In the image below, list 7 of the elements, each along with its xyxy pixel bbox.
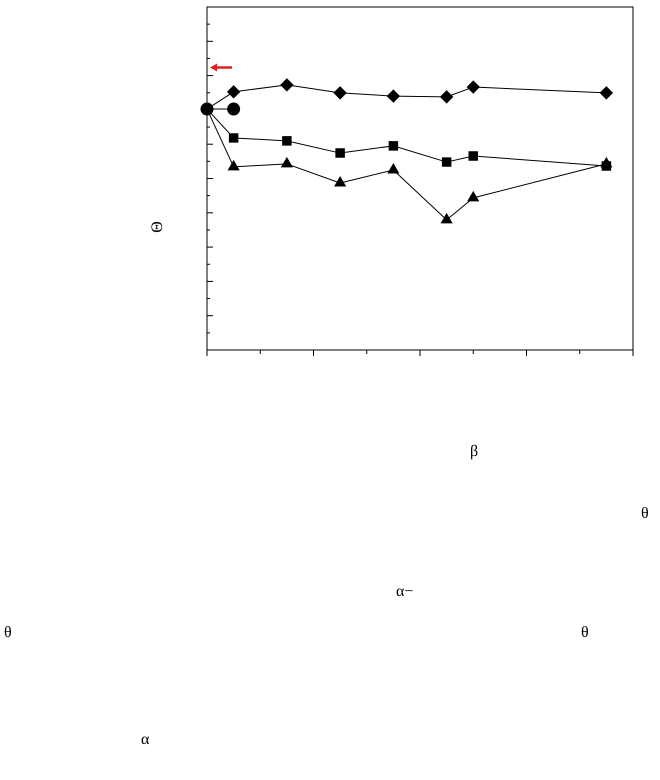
text: θ	[4, 624, 12, 642]
y-axis-title: Θ	[148, 221, 167, 233]
text: θ	[641, 505, 649, 523]
text: θ	[581, 624, 589, 642]
text: α−	[396, 583, 414, 601]
text: β	[470, 443, 478, 461]
text: α	[141, 731, 150, 749]
